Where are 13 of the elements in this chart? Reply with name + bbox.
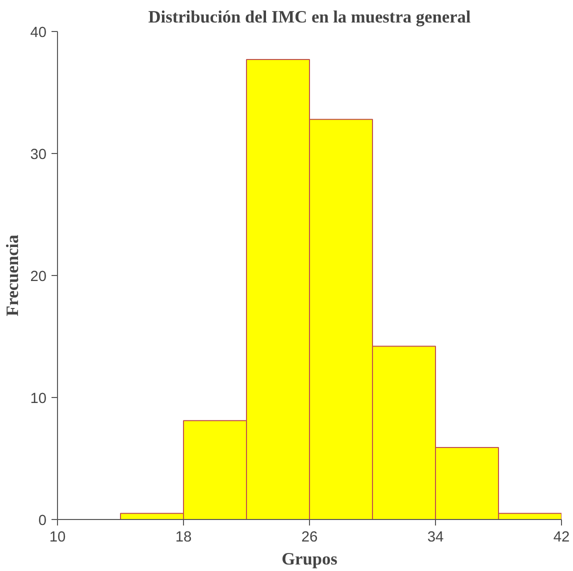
x-axis-title: Grupos bbox=[282, 550, 338, 568]
y-tick-label: 20 bbox=[30, 269, 47, 285]
x-tick-label: 18 bbox=[175, 530, 192, 546]
chart-title: Distribución del IMC en la muestra general bbox=[148, 8, 471, 26]
y-tick-label: 40 bbox=[30, 25, 47, 41]
y-tick-label: 30 bbox=[30, 147, 47, 163]
x-tick-label: 26 bbox=[301, 530, 318, 546]
y-axis-title: Frecuencia bbox=[3, 234, 22, 316]
y-tick-label: 0 bbox=[38, 513, 47, 529]
y-tick-label: 10 bbox=[30, 391, 47, 407]
x-tick-label: 42 bbox=[553, 530, 570, 546]
x-tick-label: 34 bbox=[427, 530, 444, 546]
x-tick-label: 10 bbox=[49, 530, 66, 546]
